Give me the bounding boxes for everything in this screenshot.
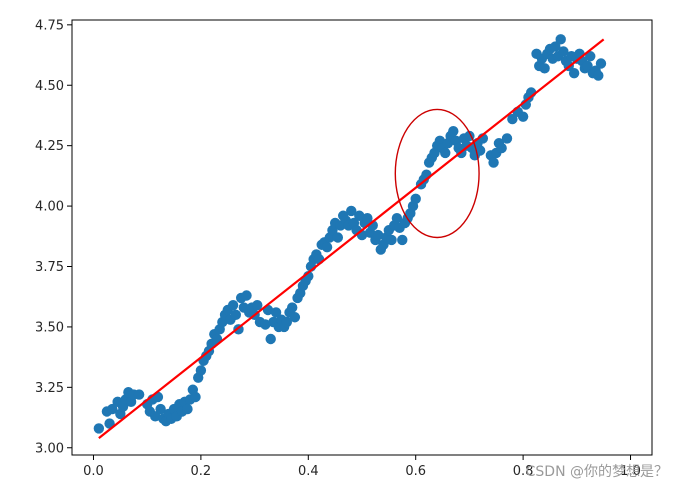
data-point: [558, 46, 569, 57]
data-point: [230, 309, 241, 321]
x-tick-label: 0.6: [405, 464, 426, 479]
data-point: [227, 299, 239, 311]
data-point: [593, 70, 604, 81]
data-point: [286, 302, 298, 313]
data-point: [391, 212, 403, 224]
y-tick-label: 4.50: [35, 79, 64, 94]
data-point: [568, 67, 580, 79]
fit-lines: [98, 38, 605, 439]
data-point: [150, 411, 161, 422]
data-point: [93, 423, 105, 434]
data-point: [550, 41, 561, 52]
data-point: [260, 319, 271, 330]
x-tick-label: 0.4: [298, 464, 319, 479]
data-point: [501, 133, 513, 144]
y-tick-label: 3.50: [35, 320, 64, 335]
data-point: [346, 205, 357, 217]
data-point: [507, 113, 518, 125]
data-point: [372, 229, 384, 241]
y-tick-label: 4.25: [35, 139, 64, 154]
data-point: [582, 60, 593, 72]
data-point: [555, 34, 566, 45]
data-point: [281, 316, 293, 328]
x-axis: 0.0 0.2 0.4 0.6 0.8 1.0: [83, 455, 641, 479]
data-point: [397, 234, 408, 246]
data-point: [195, 365, 207, 376]
regression-line: [98, 38, 605, 439]
scatter-points: [93, 34, 607, 434]
y-tick-label: 3.25: [35, 381, 64, 396]
data-point: [354, 210, 365, 221]
data-point: [488, 157, 499, 168]
data-point: [241, 290, 252, 301]
data-point: [362, 212, 373, 224]
x-tick-label: 1.0: [620, 464, 641, 479]
data-point: [321, 241, 333, 253]
data-point: [386, 234, 397, 246]
data-point: [595, 58, 607, 69]
data-point: [585, 51, 596, 62]
data-point: [190, 391, 201, 403]
x-tick-label: 0.8: [513, 464, 534, 479]
y-tick-label: 3.00: [35, 441, 64, 456]
data-point: [265, 333, 276, 345]
y-tick-label: 4.75: [35, 18, 64, 33]
data-point: [448, 125, 459, 137]
x-tick-label: 0.0: [83, 464, 104, 479]
data-point: [182, 403, 193, 415]
data-point: [410, 193, 421, 205]
y-tick-label: 4.00: [35, 200, 64, 215]
annotations: [394, 108, 480, 239]
data-point: [496, 142, 507, 154]
y-axis: 3.00 3.25 3.50 3.75 4.00 4.25 4.50 4.75: [35, 18, 72, 456]
data-point: [289, 312, 301, 323]
data-point: [107, 403, 118, 415]
data-point: [539, 63, 550, 74]
y-tick-label: 3.75: [35, 260, 64, 275]
watermark-text: CSDN @你的梦想是？: [525, 464, 668, 480]
data-point: [155, 403, 166, 415]
data-point: [440, 147, 451, 159]
data-point: [270, 307, 282, 318]
data-point: [252, 299, 263, 311]
highlight-ellipse: [394, 108, 480, 239]
data-point: [133, 389, 145, 400]
data-point: [517, 111, 529, 122]
data-point: [332, 232, 344, 243]
x-tick-label: 0.2: [191, 464, 212, 479]
